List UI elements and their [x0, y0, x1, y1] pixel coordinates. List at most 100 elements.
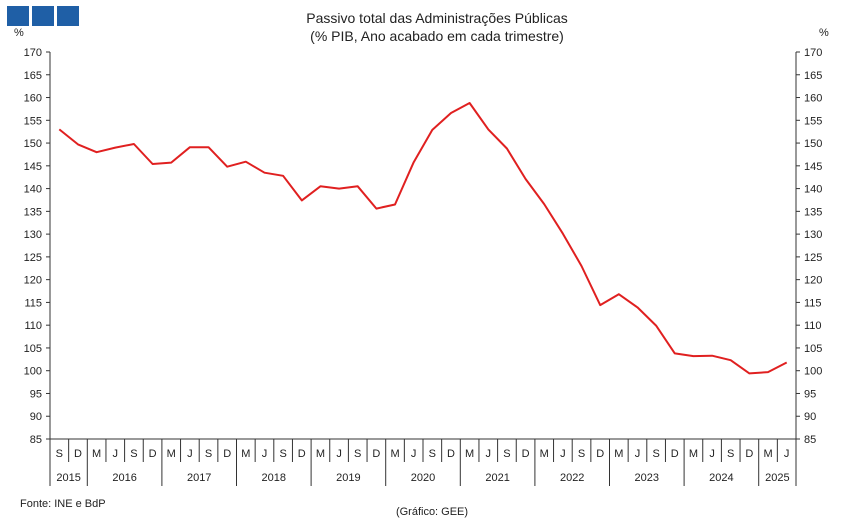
x-quarter-label: J	[635, 448, 641, 460]
x-quarter-label: M	[390, 448, 399, 460]
y-tick-label-left: 125	[24, 252, 42, 264]
x-quarter-label: D	[74, 448, 82, 460]
x-year-label: 2022	[560, 472, 584, 484]
x-quarter-label: D	[596, 448, 604, 460]
y-tick-label-left: 90	[30, 411, 42, 423]
x-year-label: 2025	[765, 472, 789, 484]
x-year-label: 2020	[411, 472, 435, 484]
x-quarter-label: S	[130, 448, 137, 460]
y-tick-label-right: 170	[804, 47, 822, 59]
y-tick-label-right: 105	[804, 343, 822, 355]
logo-block	[57, 6, 79, 26]
y-tick-label-left: 160	[24, 93, 42, 105]
x-quarter-label: J	[486, 448, 492, 460]
y-tick-label-left: 130	[24, 229, 42, 241]
y-tick-label-left: 135	[24, 206, 42, 218]
x-quarter-label: M	[465, 448, 474, 460]
x-quarter-label: S	[354, 448, 361, 460]
y-tick-label-right: 125	[804, 252, 822, 264]
x-quarter-label: M	[241, 448, 250, 460]
x-quarter-label: S	[279, 448, 286, 460]
y-tick-label-left: 115	[24, 297, 42, 309]
x-quarter-label: M	[689, 448, 698, 460]
x-quarter-label: J	[560, 448, 566, 460]
y-tick-label-left: 165	[24, 70, 42, 82]
y-tick-label-left: 110	[24, 320, 42, 332]
y-tick-label-left: 85	[30, 434, 42, 446]
logo	[7, 6, 79, 26]
y-tick-label-right: 140	[804, 184, 822, 196]
y-tick-label-left: 155	[24, 115, 42, 127]
y-tick-label-left: 100	[24, 366, 42, 378]
x-quarter-label: M	[92, 448, 101, 460]
x-quarter-label: M	[763, 448, 772, 460]
x-quarter-label: M	[167, 448, 176, 460]
y-tick-label-right: 155	[804, 115, 822, 127]
y-tick-label-left: 120	[24, 275, 42, 287]
x-quarter-label: D	[447, 448, 455, 460]
x-quarter-label: J	[336, 448, 342, 460]
y-tick-label-right: 150	[804, 138, 822, 150]
series-line	[58, 102, 788, 375]
y-tick-label-right: 130	[804, 229, 822, 241]
x-quarter-label: M	[614, 448, 623, 460]
y-tick-label-right: 95	[804, 388, 816, 400]
x-quarter-label: D	[745, 448, 753, 460]
x-quarter-label: D	[149, 448, 157, 460]
logo-block	[32, 6, 54, 26]
x-quarter-label: D	[372, 448, 380, 460]
chart-title: Passivo total das Administrações Pública…	[306, 10, 567, 26]
x-quarter-label: M	[540, 448, 549, 460]
y-tick-label-right: 135	[804, 206, 822, 218]
x-quarter-label: J	[411, 448, 417, 460]
x-quarter-label: S	[727, 448, 734, 460]
y-tick-label-right: 115	[804, 297, 822, 309]
x-quarter-label: J	[187, 448, 193, 460]
x-year-label: 2017	[187, 472, 211, 484]
logo-block	[7, 6, 29, 26]
y-tick-label-right: 85	[804, 434, 816, 446]
axes	[46, 51, 800, 486]
x-year-label: 2018	[262, 472, 286, 484]
tick-labels: 85 85 90 90 95 95 100 100 105 105 110 110 115 115 120 1…	[24, 47, 823, 446]
x-quarter-label: J	[262, 448, 268, 460]
x-quarter-label: S	[652, 448, 659, 460]
source-note: Fonte: INE e BdP	[20, 498, 106, 510]
x-quarter-label: D	[298, 448, 306, 460]
y-tick-label-left: 145	[24, 161, 42, 173]
y-tick-label-right: 90	[804, 411, 816, 423]
y-axis-left-unit: %	[14, 27, 24, 39]
x-quarter-label: S	[503, 448, 510, 460]
y-tick-label-left: 170	[24, 47, 42, 59]
x-quarter-label: S	[205, 448, 212, 460]
y-tick-label-right: 100	[804, 366, 822, 378]
y-tick-label-right: 160	[804, 93, 822, 105]
x-quarter-label: S	[429, 448, 436, 460]
y-tick-label-right: 120	[804, 275, 822, 287]
x-year-label: 2016	[112, 472, 136, 484]
x-quarter-label: J	[709, 448, 715, 460]
x-quarter-label: S	[56, 448, 63, 460]
x-year-label: 2024	[709, 472, 733, 484]
chart-subtitle: (% PIB, Ano acabado em cada trimestre)	[310, 28, 564, 44]
x-year-label: 2021	[485, 472, 509, 484]
x-year-label: 2015	[56, 472, 80, 484]
x-quarter-label: D	[671, 448, 679, 460]
y-tick-label-left: 95	[30, 388, 42, 400]
x-quarter-label: J	[113, 448, 119, 460]
y-tick-label-left: 140	[24, 184, 42, 196]
y-tick-label-right: 110	[804, 320, 822, 332]
y-tick-label-left: 105	[24, 343, 42, 355]
series-group	[58, 102, 788, 375]
x-year-label: 2019	[336, 472, 360, 484]
chart-credit: (Gráfico: GEE)	[396, 506, 468, 518]
y-tick-label-right: 165	[804, 70, 822, 82]
y-tick-label-left: 150	[24, 138, 42, 150]
y-tick-label-right: 145	[804, 161, 822, 173]
x-quarter-label: M	[316, 448, 325, 460]
x-quarter-label: D	[223, 448, 231, 460]
x-quarter-label: J	[784, 448, 790, 460]
x-quarter-label: S	[578, 448, 585, 460]
